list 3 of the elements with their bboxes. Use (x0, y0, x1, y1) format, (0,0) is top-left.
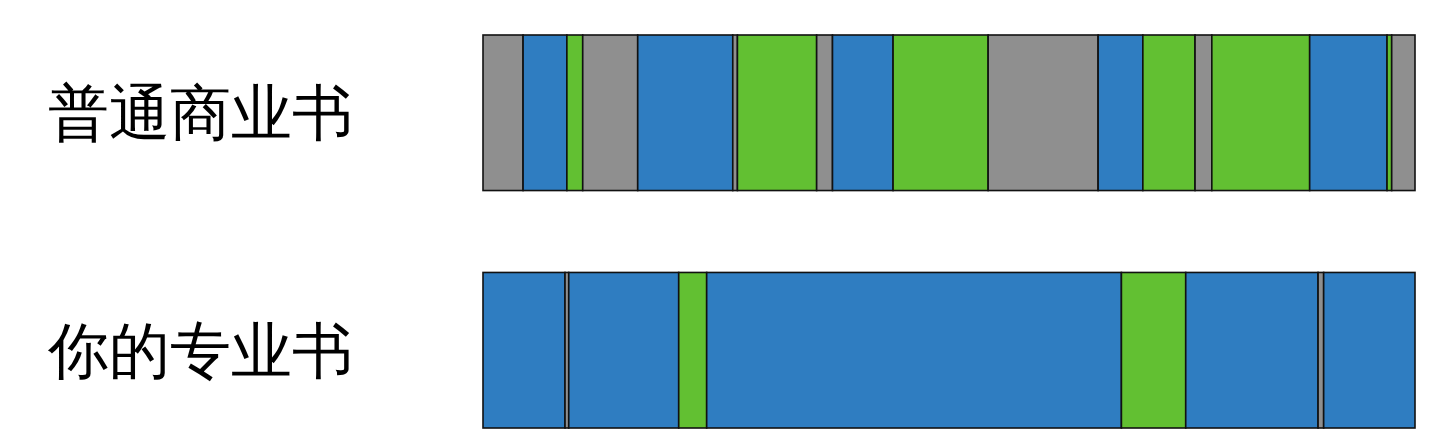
bar (1390, 34, 1416, 192)
y-tick-label: 你的专业书 (47, 314, 353, 386)
y-tick-label: 普通商业书 (48, 77, 353, 149)
